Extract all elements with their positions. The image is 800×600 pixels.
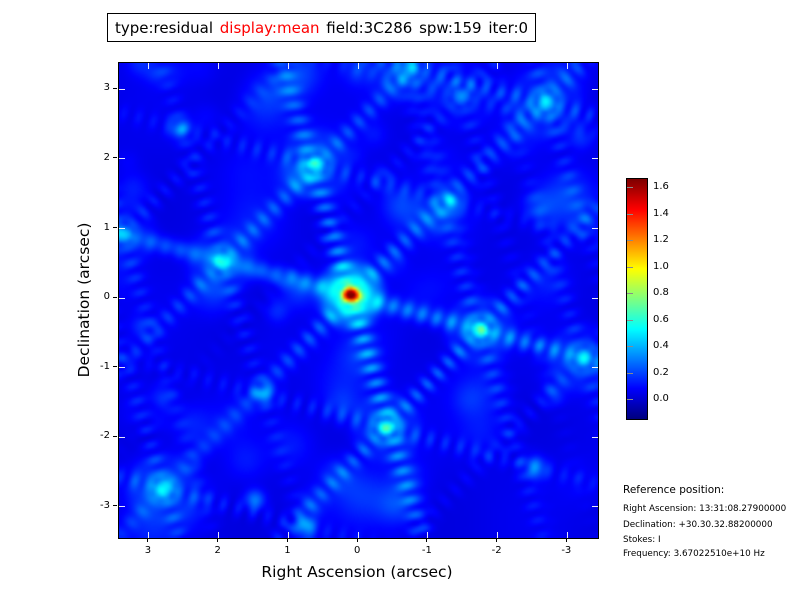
y-tick-inner <box>592 506 598 508</box>
x-tick-mark <box>286 538 288 542</box>
colorbar-tick <box>627 266 633 268</box>
title-segment: field:3C286 <box>326 18 413 37</box>
x-tick-inner <box>357 63 359 69</box>
x-tick-label: -2 <box>491 545 502 556</box>
y-tick-inner <box>592 367 598 369</box>
x-tick-inner <box>357 532 359 538</box>
colorbar-tick-label: 1.4 <box>653 207 669 219</box>
x-tick-inner <box>218 532 220 538</box>
x-axis-label: Right Ascension (arcsec) <box>261 563 453 581</box>
colorbar-tick <box>627 187 633 189</box>
y-tick-label: -3 <box>100 499 110 511</box>
y-tick-mark <box>113 87 117 89</box>
plot-title-box: type:residual display:mean field:3C286 spw:… <box>107 13 537 42</box>
y-tick-inner <box>592 228 598 230</box>
x-tick-inner <box>566 532 568 538</box>
reference-declination: Declination: +30.30.32.88200000 <box>623 520 773 530</box>
x-tick-inner <box>148 532 150 538</box>
x-tick-label: 0 <box>353 545 361 556</box>
x-tick-mark <box>147 538 149 542</box>
colorbar-tick <box>627 240 633 242</box>
x-tick-inner <box>287 63 289 69</box>
colorbar-tick <box>627 346 633 348</box>
colorbar <box>626 178 648 420</box>
y-tick-mark <box>113 435 117 437</box>
colorbar-tick-label: 1.0 <box>653 260 669 272</box>
y-tick-label: 3 <box>103 82 110 94</box>
reference-position-heading: Reference position: <box>623 484 725 496</box>
reference-stokes: Stokes: I <box>623 535 661 545</box>
y-tick-label: -1 <box>100 360 110 372</box>
title-segment: spw:159 <box>419 18 482 37</box>
x-tick-inner <box>497 63 499 69</box>
y-tick-inner <box>119 367 125 369</box>
x-tick-inner <box>427 532 429 538</box>
y-tick-label: -2 <box>100 430 110 442</box>
y-tick-inner <box>592 158 598 160</box>
y-tick-mark <box>113 227 117 229</box>
x-tick-mark <box>565 538 567 542</box>
y-tick-label: 1 <box>103 221 110 233</box>
x-tick-mark <box>217 538 219 542</box>
y-tick-inner <box>119 158 125 160</box>
x-tick-inner <box>566 63 568 69</box>
reference-frequency: Frequency: 3.67022510e+10 Hz <box>623 549 765 559</box>
colorbar-tick-label: 0.4 <box>653 340 669 352</box>
x-tick-label: 1 <box>284 545 291 556</box>
x-tick-inner <box>148 63 150 69</box>
x-tick-label: 2 <box>214 545 221 556</box>
y-tick-inner <box>119 88 125 90</box>
colorbar-tick-label: 0.2 <box>653 366 669 378</box>
colorbar-tick <box>627 399 633 401</box>
y-tick-inner <box>592 297 598 299</box>
reference-right-ascension: Right Ascension: 13:31:08.27900000 <box>623 504 787 514</box>
y-tick-mark <box>113 296 117 298</box>
title-segment: type:residual <box>115 18 213 37</box>
x-tick-inner <box>427 63 429 69</box>
x-tick-mark <box>356 538 358 542</box>
image-plot-area <box>118 62 599 539</box>
x-tick-mark <box>426 538 428 542</box>
colorbar-tick <box>627 293 633 295</box>
y-tick-label: 2 <box>103 151 110 163</box>
residual-image-canvas <box>119 63 598 538</box>
y-tick-mark <box>113 505 117 507</box>
colorbar-gradient <box>627 179 647 419</box>
colorbar-tick <box>627 372 633 374</box>
colorbar-tick-label: 0.0 <box>653 393 669 405</box>
colorbar-tick <box>627 319 633 321</box>
y-tick-inner <box>592 88 598 90</box>
colorbar-tick-label: 0.8 <box>653 287 669 299</box>
y-tick-inner <box>119 297 125 299</box>
x-tick-label: -1 <box>421 545 432 556</box>
title-segment: iter:0 <box>488 18 529 37</box>
y-tick-inner <box>119 228 125 230</box>
y-tick-mark <box>113 366 117 368</box>
colorbar-tick <box>627 213 633 215</box>
y-tick-inner <box>592 436 598 438</box>
x-tick-inner <box>218 63 220 69</box>
title-segment: display:mean <box>219 18 320 37</box>
y-tick-inner <box>119 436 125 438</box>
x-tick-label: -3 <box>561 545 572 556</box>
colorbar-tick-label: 1.6 <box>653 181 669 193</box>
x-tick-mark <box>496 538 498 542</box>
y-tick-mark <box>113 157 117 159</box>
x-tick-inner <box>287 532 289 538</box>
x-tick-inner <box>497 532 499 538</box>
colorbar-tick-label: 1.2 <box>653 234 669 246</box>
colorbar-tick-label: 0.6 <box>653 313 669 325</box>
x-tick-label: 3 <box>144 545 152 556</box>
y-tick-label: 0 <box>103 291 110 303</box>
y-tick-inner <box>119 506 125 508</box>
